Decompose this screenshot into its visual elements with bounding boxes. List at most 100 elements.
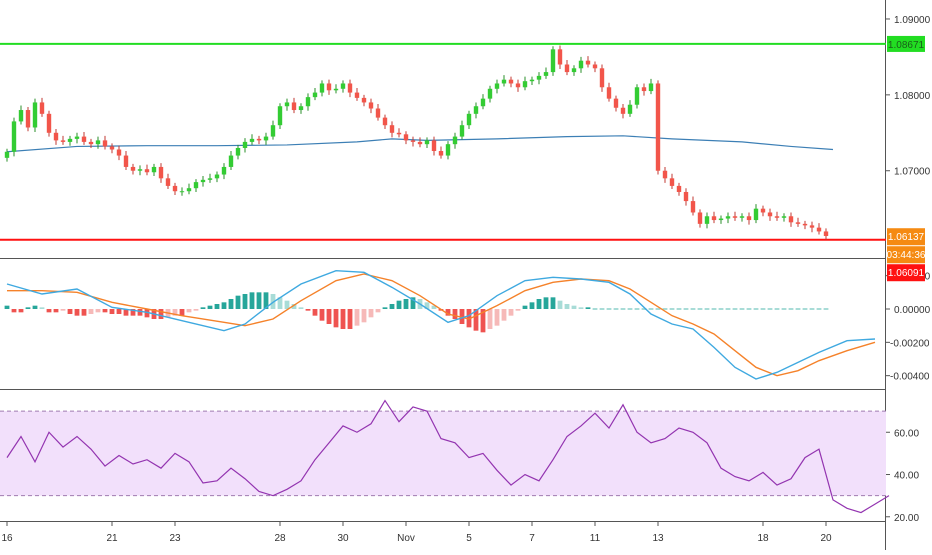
candle[interactable]	[788, 212, 794, 227]
candle[interactable]	[438, 146, 444, 159]
candle[interactable]	[641, 83, 647, 96]
candle[interactable]	[445, 141, 451, 160]
candle[interactable]	[361, 94, 367, 107]
candle[interactable]	[228, 151, 234, 170]
candle[interactable]	[340, 80, 346, 93]
candle[interactable]	[571, 65, 577, 76]
candle[interactable]	[662, 166, 668, 183]
candle[interactable]	[347, 79, 353, 98]
candle[interactable]	[242, 138, 248, 153]
candle[interactable]	[151, 163, 157, 177]
candle[interactable]	[389, 121, 395, 138]
candle[interactable]	[431, 136, 437, 156]
candle[interactable]	[613, 95, 619, 112]
candle[interactable]	[298, 103, 304, 114]
candle[interactable]	[767, 208, 773, 221]
candle[interactable]	[179, 187, 185, 196]
candle[interactable]	[291, 97, 297, 114]
candle[interactable]	[725, 212, 731, 224]
candle[interactable]	[578, 56, 584, 73]
candle[interactable]	[312, 88, 318, 101]
candle[interactable]	[606, 82, 612, 102]
candle[interactable]	[669, 173, 675, 189]
candle[interactable]	[263, 132, 269, 145]
candle[interactable]	[494, 79, 500, 94]
candle[interactable]	[550, 46, 556, 76]
candle[interactable]	[627, 100, 633, 117]
candle[interactable]	[690, 196, 696, 216]
candle[interactable]	[396, 128, 402, 138]
candle[interactable]	[165, 173, 171, 189]
candle[interactable]	[333, 84, 339, 94]
candle[interactable]	[781, 213, 787, 222]
candle[interactable]	[753, 204, 759, 224]
candle[interactable]	[32, 98, 38, 133]
candle[interactable]	[424, 137, 430, 148]
candle[interactable]	[816, 223, 822, 235]
candle[interactable]	[809, 221, 815, 233]
candle[interactable]	[648, 78, 654, 95]
candle[interactable]	[354, 88, 360, 101]
candle[interactable]	[67, 135, 73, 146]
candle[interactable]	[305, 93, 311, 111]
candle[interactable]	[480, 94, 486, 110]
candle[interactable]	[417, 137, 423, 148]
candle[interactable]	[60, 135, 66, 145]
candle[interactable]	[704, 212, 710, 229]
candle[interactable]	[382, 114, 388, 129]
candle[interactable]	[18, 105, 24, 125]
candle[interactable]	[655, 80, 661, 175]
candle[interactable]	[123, 151, 129, 170]
candle[interactable]	[683, 188, 689, 206]
candle[interactable]	[277, 103, 283, 129]
candle[interactable]	[452, 132, 458, 149]
candle[interactable]	[53, 129, 59, 145]
candle[interactable]	[697, 209, 703, 228]
candle[interactable]	[130, 163, 136, 175]
candle[interactable]	[249, 134, 255, 145]
candle[interactable]	[557, 45, 563, 70]
candle[interactable]	[144, 164, 150, 176]
candle[interactable]	[270, 120, 276, 140]
candle[interactable]	[102, 135, 108, 150]
candle[interactable]	[473, 102, 479, 119]
candle[interactable]	[795, 217, 801, 227]
candle[interactable]	[585, 56, 591, 68]
price-pane[interactable]	[0, 42, 886, 241]
candle[interactable]	[116, 145, 122, 161]
candle[interactable]	[207, 173, 213, 183]
candle[interactable]	[802, 220, 808, 230]
candle[interactable]	[466, 110, 472, 129]
candle[interactable]	[410, 136, 416, 147]
candle[interactable]	[368, 98, 374, 114]
candle[interactable]	[459, 120, 465, 140]
candle[interactable]	[39, 97, 45, 117]
candle[interactable]	[487, 85, 493, 103]
rsi-pane[interactable]	[0, 399, 890, 514]
candle[interactable]	[599, 64, 605, 92]
candle[interactable]	[319, 80, 325, 97]
candle[interactable]	[501, 75, 507, 87]
candle[interactable]	[172, 182, 178, 196]
candle[interactable]	[564, 59, 570, 76]
candle[interactable]	[732, 211, 738, 221]
candle[interactable]	[221, 163, 227, 180]
candle[interactable]	[620, 103, 626, 119]
candle[interactable]	[25, 106, 31, 132]
candle[interactable]	[739, 213, 745, 222]
candle[interactable]	[186, 183, 192, 195]
candle[interactable]	[375, 103, 381, 121]
candle[interactable]	[746, 212, 752, 225]
candle[interactable]	[718, 215, 724, 224]
candle[interactable]	[46, 110, 52, 137]
candle[interactable]	[529, 76, 535, 85]
candle[interactable]	[522, 76, 528, 91]
candle[interactable]	[326, 79, 332, 95]
candle[interactable]	[193, 179, 199, 192]
candle[interactable]	[74, 132, 80, 144]
candle[interactable]	[515, 79, 521, 92]
candle[interactable]	[81, 132, 87, 145]
candle[interactable]	[823, 228, 829, 240]
candle[interactable]	[676, 182, 682, 196]
